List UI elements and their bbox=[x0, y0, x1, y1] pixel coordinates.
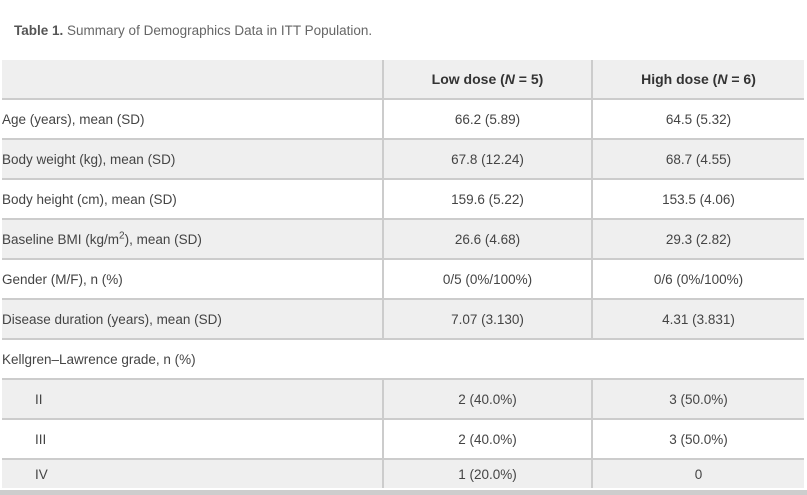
column-header-empty bbox=[2, 60, 383, 100]
row-label: Age (years), mean (SD) bbox=[2, 99, 383, 140]
row-label: II bbox=[2, 379, 383, 420]
table-row: Body height (cm), mean (SD) 159.6 (5.22) 1… bbox=[2, 179, 804, 220]
cell-value: 4.31 (3.831) bbox=[591, 299, 804, 340]
cell-value: 0/6 (0%/100%) bbox=[591, 259, 804, 300]
cell-value: 0/5 (0%/100%) bbox=[382, 259, 592, 300]
column-header-text: Low dose ( bbox=[431, 71, 505, 87]
table-caption-label: Table 1. bbox=[14, 23, 64, 38]
row-label: III bbox=[2, 419, 383, 460]
row-label: Baseline BMI (kg/m2), mean (SD) bbox=[2, 219, 383, 260]
table-row: IV 1 (20.0%) 0 bbox=[2, 459, 804, 488]
table-row: Baseline BMI (kg/m2), mean (SD) 26.6 (4.6… bbox=[2, 219, 804, 260]
column-header-n-italic: N bbox=[504, 71, 515, 87]
cell-value: 7.07 (3.130) bbox=[382, 299, 592, 340]
cell-value: 3 (50.0%) bbox=[591, 379, 804, 420]
cell-value: 66.2 (5.89) bbox=[382, 99, 592, 140]
cell-value: 2 (40.0%) bbox=[382, 419, 592, 460]
table-caption-text: Summary of Demographics Data in ITT Popu… bbox=[67, 23, 373, 38]
cell-value: 26.6 (4.68) bbox=[382, 219, 592, 260]
cell-value: 0 bbox=[591, 459, 804, 488]
cell-value: 1 (20.0%) bbox=[382, 459, 592, 488]
table-row: II 2 (40.0%) 3 (50.0%) bbox=[2, 379, 804, 420]
table-row: Kellgren–Lawrence grade, n (%) bbox=[2, 339, 804, 380]
demographics-table: Low dose (N = 5) High dose (N = 6) Age (… bbox=[2, 60, 804, 488]
row-label: Kellgren–Lawrence grade, n (%) bbox=[2, 339, 804, 380]
table-row: Gender (M/F), n (%) 0/5 (0%/100%) 0/6 (0%/… bbox=[2, 259, 804, 300]
table-caption: Table 1. Summary of Demographics Data in… bbox=[0, 0, 807, 40]
row-label: Body weight (kg), mean (SD) bbox=[2, 139, 383, 180]
column-header-n-italic: N bbox=[717, 71, 728, 87]
table-row: III 2 (40.0%) 3 (50.0%) bbox=[2, 419, 804, 460]
cell-value: 64.5 (5.32) bbox=[591, 99, 804, 140]
superscript: 2 bbox=[119, 230, 125, 241]
row-label: Body height (cm), mean (SD) bbox=[2, 179, 383, 220]
cell-value: 2 (40.0%) bbox=[382, 379, 592, 420]
table-header-row: Low dose (N = 5) High dose (N = 6) bbox=[2, 60, 804, 100]
column-header-text: = 6) bbox=[727, 71, 756, 87]
cell-value: 159.6 (5.22) bbox=[382, 179, 592, 220]
table-row: Disease duration (years), mean (SD) 7.07 … bbox=[2, 299, 804, 340]
cell-value: 67.8 (12.24) bbox=[382, 139, 592, 180]
column-header-low-dose: Low dose (N = 5) bbox=[382, 60, 592, 100]
cell-value: 153.5 (4.06) bbox=[591, 179, 804, 220]
row-label: Disease duration (years), mean (SD) bbox=[2, 299, 383, 340]
cell-value: 3 (50.0%) bbox=[591, 419, 804, 460]
column-header-text: = 5) bbox=[514, 71, 544, 87]
column-header-high-dose: High dose (N = 6) bbox=[591, 60, 804, 100]
row-label: Gender (M/F), n (%) bbox=[2, 259, 383, 300]
horizontal-scrollbar[interactable] bbox=[0, 490, 807, 495]
cell-value: 29.3 (2.82) bbox=[591, 219, 804, 260]
table-row: Body weight (kg), mean (SD) 67.8 (12.24) 6… bbox=[2, 139, 804, 180]
column-header-text: High dose ( bbox=[641, 71, 718, 87]
cell-value: 68.7 (4.55) bbox=[591, 139, 804, 180]
row-label: IV bbox=[2, 459, 383, 488]
table-row: Age (years), mean (SD) 66.2 (5.89) 64.5 (5… bbox=[2, 99, 804, 140]
